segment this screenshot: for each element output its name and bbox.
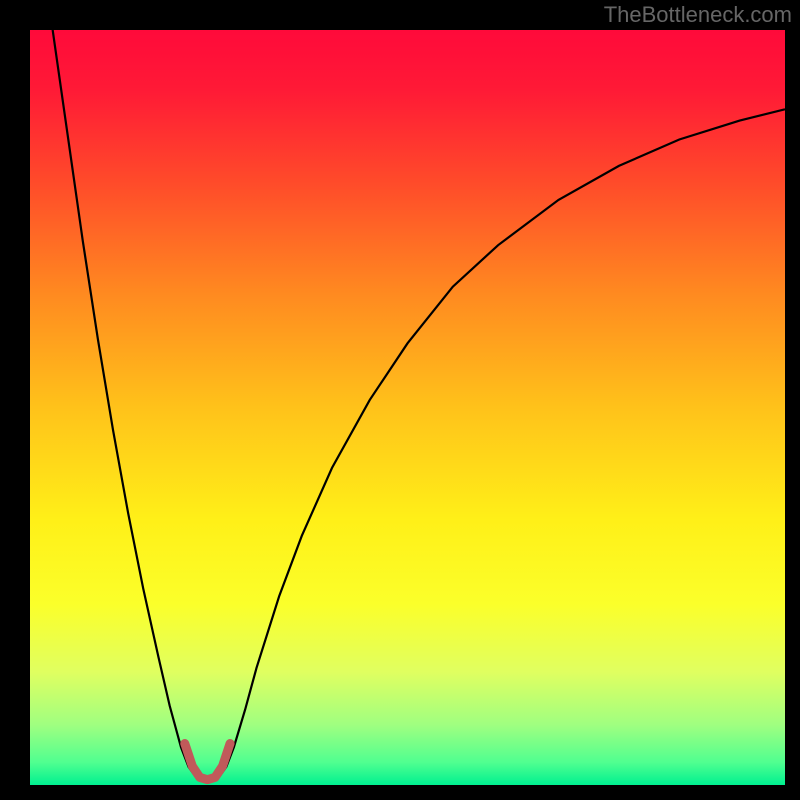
plot-area — [30, 30, 785, 785]
curve-layer — [30, 30, 785, 785]
chart-container: TheBottleneck.com — [0, 0, 800, 800]
bottleneck-curve — [53, 30, 785, 781]
bottom-marker-u — [185, 743, 230, 779]
watermark-text: TheBottleneck.com — [604, 2, 792, 28]
